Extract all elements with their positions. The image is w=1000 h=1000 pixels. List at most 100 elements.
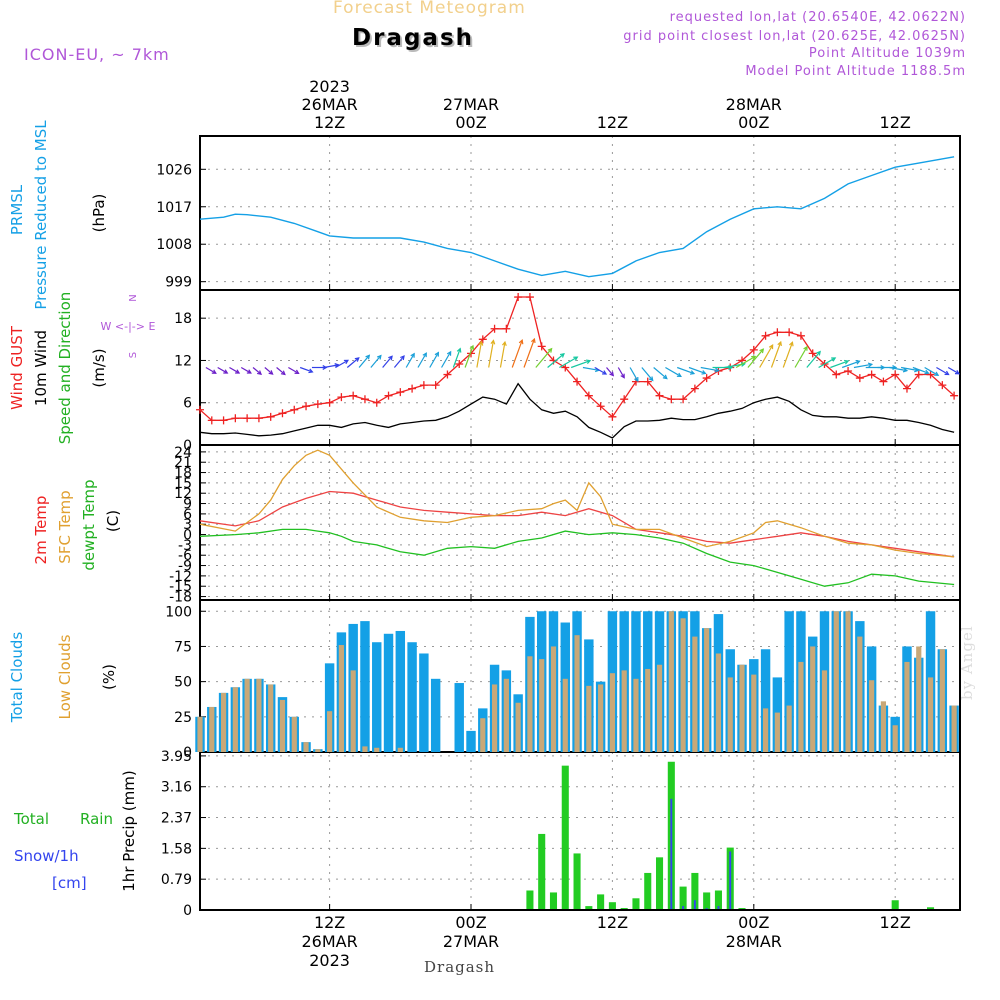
rain-bar <box>608 902 616 910</box>
wind-label-speed-dir: Speed and Direction <box>56 292 74 445</box>
wind-gust-marker <box>690 384 699 393</box>
top-time-label: 00Z <box>455 113 486 132</box>
y-tick-label: 9 <box>183 497 192 513</box>
wind-arrow-shaft <box>559 356 578 369</box>
y-tick-label: 1017 <box>156 200 192 216</box>
wind-gust-marker <box>408 384 417 393</box>
bottom-time-label: 12Z <box>314 913 345 932</box>
wind-arrow <box>700 366 720 373</box>
snow-bar <box>717 906 720 910</box>
wind-arrow-shaft <box>759 344 774 368</box>
snow-bar <box>729 851 732 910</box>
temp-label-2m: 2m Temp <box>32 496 50 565</box>
pressure-label-unit: (hPa) <box>90 194 108 233</box>
pressure-label-desc: Pressure Reduced to MSL <box>32 120 50 310</box>
wind-arrow-head <box>490 339 496 345</box>
wind-gust-marker <box>679 395 688 404</box>
y-tick-label: 0 <box>183 528 192 544</box>
wind-arrow-head <box>518 339 524 345</box>
wind-arrow <box>382 355 393 368</box>
low-cloud-bar <box>916 646 922 752</box>
wind-arrow-shaft <box>629 367 639 382</box>
wind-arrow-shaft <box>841 360 860 369</box>
wind-arrow-head <box>573 356 579 361</box>
wind-arrow-head <box>740 362 746 367</box>
y-tick-label: 999 <box>165 275 192 291</box>
wind-arrow <box>405 352 415 368</box>
pressure-label-prmsl: PRMSL <box>8 184 26 235</box>
total-cloud-bar <box>360 621 370 752</box>
wind-gust-marker <box>561 363 570 372</box>
wind-arrow-head <box>354 357 360 362</box>
wind-gust-marker <box>902 384 911 393</box>
wind-gust-marker <box>372 398 381 407</box>
temp-label-unit: (C) <box>104 510 122 532</box>
wind-arrow-shaft <box>464 345 474 368</box>
wind-gust-marker <box>514 293 523 302</box>
wind-gust-marker <box>832 370 841 379</box>
wind-arrow-shaft <box>217 366 228 374</box>
wind-arrow-shaft <box>818 357 836 369</box>
wind-arrow-shaft <box>346 357 360 368</box>
wind-gust-marker <box>667 395 676 404</box>
wind-arrow-head <box>924 369 930 375</box>
top-time-label: 28MAR <box>726 95 782 114</box>
wind-arrow-head <box>855 359 861 365</box>
rain-bar <box>691 872 699 910</box>
y-tick-label: 25 <box>174 710 192 726</box>
bottom-time-label: 00Z <box>455 913 486 932</box>
wind-arrow-shaft <box>476 341 483 368</box>
wind-arrow <box>417 352 427 368</box>
snow-bar <box>670 798 673 910</box>
wind-arrow-head <box>434 351 439 357</box>
wind-arrow-shaft <box>358 354 370 368</box>
temp-label-dewpt: dewpt Temp <box>80 479 98 570</box>
bottom-time-label: 12Z <box>880 913 911 932</box>
wind-arrow-head <box>954 369 961 375</box>
rain-bar <box>573 853 581 910</box>
wind-arrow-head <box>257 370 263 376</box>
wind-gust-marker <box>761 331 770 340</box>
wind-arrow <box>641 367 654 382</box>
low-cloud-bar <box>515 702 521 752</box>
wind-arrow <box>924 366 940 376</box>
wind-arrow-head <box>714 367 720 373</box>
total-cloud-bar <box>760 649 771 752</box>
wind-arrow <box>617 367 625 379</box>
low-cloud-bar <box>939 649 945 752</box>
y-tick-label: 100 <box>165 604 192 620</box>
precip-label-total: Total <box>13 810 49 828</box>
wind-label-unit: (m/s) <box>90 348 108 387</box>
low-cloud-bar <box>303 742 309 752</box>
wind-arrow-shaft <box>229 366 240 374</box>
y-tick-label: 0.79 <box>161 872 192 888</box>
wind-arrow <box>429 351 439 368</box>
wind-arrow-head <box>547 347 553 353</box>
wind-gust-marker <box>796 331 805 340</box>
low-cloud-bar <box>374 747 380 752</box>
wind-arrow-shaft <box>429 352 439 368</box>
wind-arrow-shaft <box>936 366 949 376</box>
top-time-label: 12Z <box>880 113 911 132</box>
low-cloud-bar <box>491 684 498 752</box>
wind-gust-marker <box>643 377 652 386</box>
low-cloud-bar <box>598 684 604 752</box>
low-cloud-bar <box>892 725 898 752</box>
wind-arrow-head <box>662 374 668 380</box>
footer-location: Dragash <box>424 958 496 976</box>
wind-arrow-shaft <box>370 355 382 368</box>
y-tick-label: -9 <box>178 559 192 575</box>
low-cloud-bar <box>786 705 792 752</box>
wind-gust-marker <box>584 391 593 400</box>
rain-bar <box>703 892 711 910</box>
wind-gust-marker <box>914 370 923 379</box>
y-tick-label: 75 <box>174 639 192 655</box>
wind-arrow-head <box>280 370 286 376</box>
model-label: ICON-EU, ~ 7km <box>24 45 170 64</box>
low-cloud-bar <box>279 699 286 752</box>
wind-gust-marker <box>325 398 334 407</box>
wind-arrow-head <box>602 370 608 375</box>
wind-gust-marker <box>596 402 605 411</box>
wind-arrow-shaft <box>299 366 313 373</box>
